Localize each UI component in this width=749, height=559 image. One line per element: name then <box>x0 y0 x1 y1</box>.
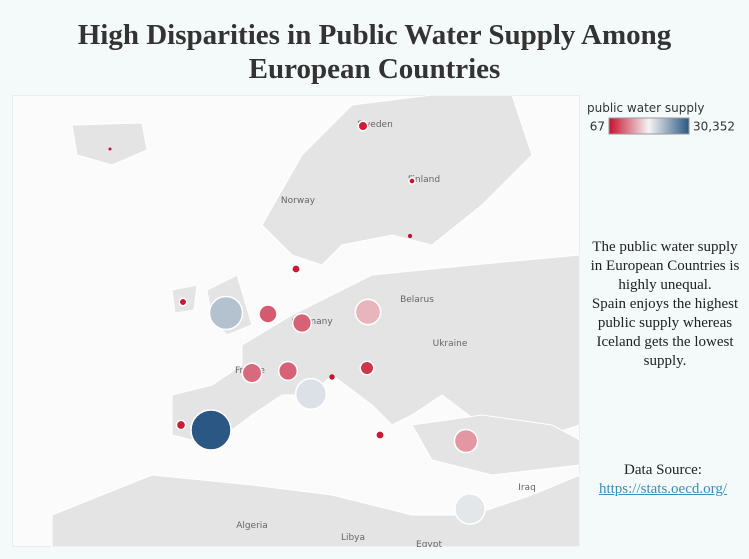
bubble <box>208 295 244 331</box>
bubble <box>108 147 112 151</box>
map-label: Finland <box>408 175 440 185</box>
bubble <box>408 177 416 185</box>
bubble <box>359 360 375 376</box>
bubble <box>354 298 382 326</box>
map-label: Norway <box>281 196 316 206</box>
bubble <box>291 312 313 334</box>
bubble <box>291 264 301 274</box>
bubble <box>258 304 278 324</box>
source-link[interactable]: https://stats.oecd.org/ <box>598 481 728 497</box>
map-label: Ukraine <box>433 339 468 349</box>
map: SwedenFinlandNorwayBelarusGermanyFranceU… <box>12 95 580 547</box>
bubble <box>175 419 187 431</box>
title: High Disparities in Public Water Supply … <box>77 19 672 85</box>
bubble <box>357 120 369 132</box>
map-label: Belarus <box>400 295 434 305</box>
bubble <box>178 297 188 307</box>
legend-min: 67 <box>590 120 605 134</box>
map-label: Iraq <box>518 483 536 493</box>
description-line: The public water supply in European Coun… <box>590 239 740 293</box>
bubble <box>190 409 232 451</box>
bubble <box>329 374 335 380</box>
map-label: Germany <box>291 317 333 327</box>
bubble <box>277 360 299 382</box>
legend-bar <box>608 117 690 135</box>
legend-title: public water supply <box>587 101 705 115</box>
map-label: Sweden <box>357 120 393 130</box>
map-label: Egypt <box>416 540 442 547</box>
source: Data Source: https://stats.oecd.org/ <box>588 461 738 499</box>
bubble <box>453 428 479 454</box>
bubble <box>294 377 328 411</box>
bubble <box>407 233 413 239</box>
description: The public water supply in European Coun… <box>590 238 740 371</box>
description-line: Spain enjoys the highest public supply w… <box>591 296 739 369</box>
legend-max: 30,352 <box>693 120 735 134</box>
bubble <box>454 493 486 525</box>
bubble <box>375 430 385 440</box>
land <box>51 95 580 547</box>
map-label: Algeria <box>236 521 268 531</box>
legend: 67 30,352 <box>590 117 735 135</box>
map-label: Libya <box>341 533 365 543</box>
bubble <box>241 362 263 384</box>
source-label: Data Source: <box>624 462 702 478</box>
